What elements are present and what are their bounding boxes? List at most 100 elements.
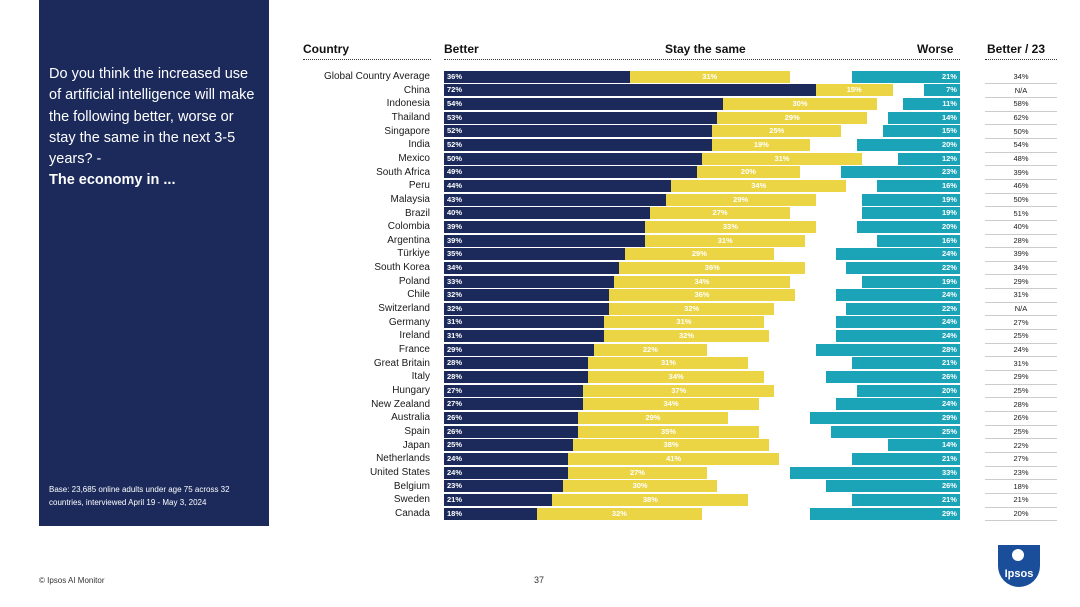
chart-row: Netherlands 24% 41% 21% 27% <box>0 452 1080 467</box>
better-23-value: 27% <box>1013 317 1029 327</box>
bar-worse: 14% <box>887 111 960 124</box>
country-label: Australia <box>391 412 430 424</box>
better-23-value: N/A <box>1014 304 1028 314</box>
country-label: Sweden <box>393 494 430 506</box>
better-23-value: 40% <box>1013 222 1029 232</box>
bar-better: 32% <box>444 289 610 302</box>
chart-row: Belgium 23% 30% 26% 18% <box>0 480 1080 494</box>
better-23-value: 25% <box>1013 426 1029 436</box>
bar-better: 31% <box>444 330 604 343</box>
better-23-value: 58% <box>1013 99 1029 109</box>
chart-row: Thailand 53% 29% 14% 62% <box>0 111 1080 126</box>
better-23-value: 54% <box>1013 140 1029 150</box>
bar-better: 33% <box>444 275 615 288</box>
bar-same: 29% <box>665 193 816 206</box>
bar-same: 31% <box>603 316 764 329</box>
bar-same: 36% <box>619 261 806 274</box>
row-divider <box>985 356 1057 358</box>
bar-same: 31% <box>588 357 749 370</box>
bar-same: 15% <box>815 84 893 97</box>
chart-row: Italy 28% 34% 26% 29% <box>0 370 1080 385</box>
bar-worse: 19% <box>861 193 960 206</box>
bar-same: 35% <box>578 425 759 438</box>
country-label: France <box>398 344 430 355</box>
better-23-value: 46% <box>1013 181 1029 191</box>
bar-same: 31% <box>645 234 806 247</box>
row-divider <box>985 124 1057 126</box>
country-label: United States <box>369 466 430 478</box>
bar-better: 36% <box>444 70 630 83</box>
row-divider <box>985 151 1057 153</box>
chart-row: Chile 32% 36% 24% 31% <box>0 288 1080 303</box>
bar-same: 32% <box>609 302 775 315</box>
bar-better: 27% <box>444 384 584 397</box>
country-label: Japan <box>402 439 430 451</box>
row-divider <box>985 97 1057 99</box>
bar-better: 26% <box>444 412 579 425</box>
bar-better: 21% <box>444 493 553 506</box>
bar-same: 31% <box>702 152 862 165</box>
better-23-value: 23% <box>1013 467 1029 477</box>
chart-row: Singapore 52% 25% 15% 50% <box>0 125 1080 139</box>
question-topic: The economy in ... <box>49 172 176 189</box>
bar-same: 29% <box>624 248 775 261</box>
row-divider <box>985 206 1057 208</box>
bar-worse: 24% <box>836 398 960 411</box>
row-divider <box>985 520 1057 522</box>
better-23-value: 28% <box>1013 235 1029 245</box>
country-label: Hungary <box>392 384 430 396</box>
better-23-value: 31% <box>1013 290 1029 300</box>
question-main: Do you think the increased use of artifi… <box>49 66 255 168</box>
row-divider <box>985 83 1057 85</box>
bar-same: 32% <box>603 330 770 343</box>
better-23-value: 25% <box>1013 331 1029 341</box>
row-divider <box>985 424 1057 426</box>
row-divider <box>985 137 1057 139</box>
chart-row: Switzerland 32% 32% 22% N/A <box>0 302 1080 317</box>
chart-row: Peru 44% 34% 16% 46% <box>0 179 1080 194</box>
better-23-value: 28% <box>1013 399 1029 409</box>
bar-better: 24% <box>444 452 568 465</box>
page-number: 37 <box>534 575 545 585</box>
bar-better: 44% <box>444 179 672 192</box>
header-better-23: Better / 23 <box>987 42 1046 56</box>
header-country: Country <box>303 42 349 56</box>
question-panel: Do you think the increased use of artifi… <box>39 0 269 526</box>
chart-divider <box>444 59 960 60</box>
bar-better: 23% <box>444 480 563 493</box>
row-divider <box>985 260 1057 262</box>
country-label: New Zealand <box>371 398 430 410</box>
bar-worse: 20% <box>856 384 960 397</box>
chart-row: Poland 33% 34% 19% 29% <box>0 275 1080 290</box>
bar-worse: 20% <box>856 220 960 233</box>
row-divider <box>985 329 1057 331</box>
country-label: South Africa <box>376 166 430 178</box>
ipsos-logo: Ipsos <box>998 545 1040 587</box>
bar-worse: 16% <box>877 179 960 192</box>
bar-same: 36% <box>609 289 795 302</box>
country-divider <box>303 59 431 60</box>
bar-better: 52% <box>444 125 713 138</box>
row-divider <box>985 315 1057 317</box>
bar-better: 52% <box>444 139 713 152</box>
bar-worse: 22% <box>846 261 960 274</box>
bar-better: 54% <box>444 98 723 111</box>
country-label: China <box>403 84 430 96</box>
country-label: Türkiye <box>397 248 430 260</box>
country-label: Brazil <box>404 207 430 219</box>
row-divider <box>985 479 1057 481</box>
base-note: Base: 23,685 online adults under age 75 … <box>49 485 230 507</box>
row-divider <box>985 342 1057 344</box>
better23-divider <box>985 59 1057 60</box>
bar-worse: 21% <box>851 493 960 506</box>
bar-better: 53% <box>444 111 718 124</box>
country-label: Global Country Average <box>324 71 430 82</box>
chart-row: Australia 26% 29% 29% 26% <box>0 411 1080 426</box>
bar-better: 28% <box>444 357 589 370</box>
country-label: Argentina <box>387 234 430 246</box>
better-23-value: 51% <box>1013 208 1029 218</box>
bar-same: 34% <box>671 179 847 192</box>
question-text: Do you think the increased use of artifi… <box>49 64 259 192</box>
better-23-value: 50% <box>1013 126 1029 136</box>
bar-same: 20% <box>696 166 801 179</box>
